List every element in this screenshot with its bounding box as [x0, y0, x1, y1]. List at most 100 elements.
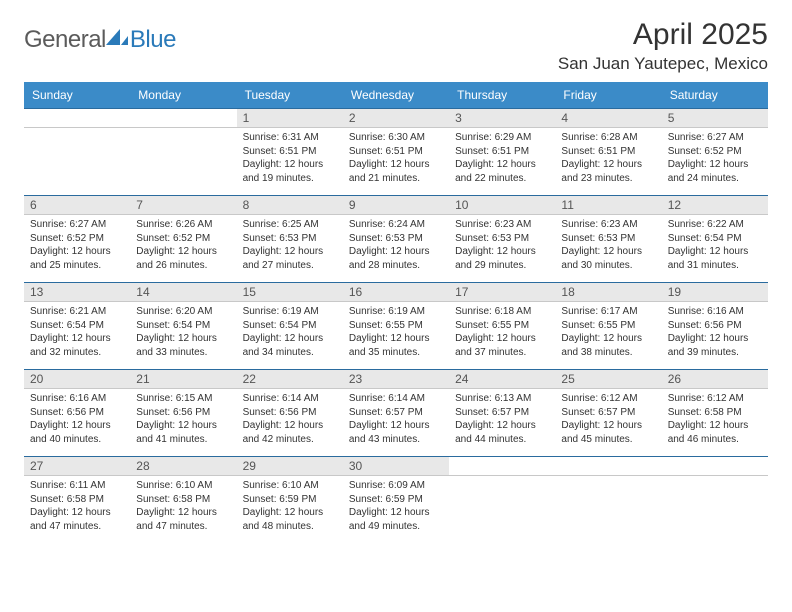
daylight1-text: Daylight: 12 hours: [455, 158, 549, 172]
col-friday: Friday: [555, 82, 661, 109]
daylight1-text: Daylight: 12 hours: [243, 245, 337, 259]
day-number: 17: [455, 285, 468, 299]
day-number-cell: [555, 457, 661, 476]
day-content-cell: Sunrise: 6:12 AMSunset: 6:57 PMDaylight:…: [555, 389, 661, 457]
sunrise-text: Sunrise: 6:16 AM: [668, 305, 762, 319]
daylight2-text: and 37 minutes.: [455, 346, 549, 360]
day-number-cell: 10: [449, 196, 555, 215]
day-content-cell: Sunrise: 6:27 AMSunset: 6:52 PMDaylight:…: [662, 128, 768, 196]
daylight1-text: Daylight: 12 hours: [136, 332, 230, 346]
day-number: 11: [561, 198, 573, 212]
sunrise-text: Sunrise: 6:21 AM: [30, 305, 124, 319]
day-number-cell: 19: [662, 283, 768, 302]
day-number-cell: 26: [662, 370, 768, 389]
day-content-cell: Sunrise: 6:23 AMSunset: 6:53 PMDaylight:…: [555, 215, 661, 283]
daylight2-text: and 27 minutes.: [243, 259, 337, 273]
day-number: 5: [668, 111, 675, 125]
sunset-text: Sunset: 6:53 PM: [455, 232, 549, 246]
month-title: April 2025: [558, 18, 768, 52]
day-number-cell: 9: [343, 196, 449, 215]
day-content-cell: Sunrise: 6:18 AMSunset: 6:55 PMDaylight:…: [449, 302, 555, 370]
sunset-text: Sunset: 6:57 PM: [561, 406, 655, 420]
day-content-cell: Sunrise: 6:16 AMSunset: 6:56 PMDaylight:…: [662, 302, 768, 370]
daylight2-text: and 38 minutes.: [561, 346, 655, 360]
page-header: General Blue April 2025 San Juan Yautepe…: [24, 18, 768, 74]
sunrise-text: Sunrise: 6:14 AM: [349, 392, 443, 406]
day-number-cell: 17: [449, 283, 555, 302]
col-saturday: Saturday: [662, 82, 768, 109]
week-content-row: Sunrise: 6:27 AMSunset: 6:52 PMDaylight:…: [24, 215, 768, 283]
day-number-cell: 8: [237, 196, 343, 215]
day-content-cell: Sunrise: 6:10 AMSunset: 6:59 PMDaylight:…: [237, 476, 343, 544]
daylight1-text: Daylight: 12 hours: [243, 419, 337, 433]
day-content-cell: Sunrise: 6:13 AMSunset: 6:57 PMDaylight:…: [449, 389, 555, 457]
day-number: 29: [243, 459, 256, 473]
daylight1-text: Daylight: 12 hours: [30, 332, 124, 346]
sunset-text: Sunset: 6:51 PM: [455, 145, 549, 159]
day-content-cell: [130, 128, 236, 196]
week-numbers-row: 13141516171819: [24, 283, 768, 302]
title-block: April 2025 San Juan Yautepec, Mexico: [558, 18, 768, 74]
day-number-cell: [449, 457, 555, 476]
day-number-cell: 27: [24, 457, 130, 476]
week-content-row: Sunrise: 6:21 AMSunset: 6:54 PMDaylight:…: [24, 302, 768, 370]
day-content-cell: Sunrise: 6:19 AMSunset: 6:55 PMDaylight:…: [343, 302, 449, 370]
day-number-cell: 2: [343, 109, 449, 128]
daylight1-text: Daylight: 12 hours: [668, 419, 762, 433]
day-number: 13: [30, 285, 43, 299]
day-number: 1: [243, 111, 250, 125]
day-number-cell: 12: [662, 196, 768, 215]
sunset-text: Sunset: 6:58 PM: [30, 493, 124, 507]
weekday-header-row: Sunday Monday Tuesday Wednesday Thursday…: [24, 82, 768, 109]
daylight2-text: and 46 minutes.: [668, 433, 762, 447]
sunrise-text: Sunrise: 6:24 AM: [349, 218, 443, 232]
daylight2-text: and 47 minutes.: [136, 520, 230, 534]
daylight1-text: Daylight: 12 hours: [561, 419, 655, 433]
sunset-text: Sunset: 6:56 PM: [243, 406, 337, 420]
day-number: 19: [668, 285, 681, 299]
day-content-cell: Sunrise: 6:26 AMSunset: 6:52 PMDaylight:…: [130, 215, 236, 283]
sunset-text: Sunset: 6:55 PM: [455, 319, 549, 333]
daylight1-text: Daylight: 12 hours: [30, 419, 124, 433]
day-number-cell: 25: [555, 370, 661, 389]
day-number: 24: [455, 372, 468, 386]
day-number: 14: [136, 285, 149, 299]
daylight1-text: Daylight: 12 hours: [668, 245, 762, 259]
day-number: 2: [349, 111, 356, 125]
daylight2-text: and 19 minutes.: [243, 172, 337, 186]
daylight2-text: and 44 minutes.: [455, 433, 549, 447]
sunset-text: Sunset: 6:52 PM: [30, 232, 124, 246]
daylight2-text: and 32 minutes.: [30, 346, 124, 360]
day-content-cell: Sunrise: 6:25 AMSunset: 6:53 PMDaylight:…: [237, 215, 343, 283]
day-content-cell: Sunrise: 6:16 AMSunset: 6:56 PMDaylight:…: [24, 389, 130, 457]
day-content-cell: Sunrise: 6:29 AMSunset: 6:51 PMDaylight:…: [449, 128, 555, 196]
day-content-cell: Sunrise: 6:27 AMSunset: 6:52 PMDaylight:…: [24, 215, 130, 283]
day-content-cell: Sunrise: 6:15 AMSunset: 6:56 PMDaylight:…: [130, 389, 236, 457]
day-number-cell: 3: [449, 109, 555, 128]
daylight2-text: and 26 minutes.: [136, 259, 230, 273]
sunrise-text: Sunrise: 6:28 AM: [561, 131, 655, 145]
daylight1-text: Daylight: 12 hours: [455, 245, 549, 259]
day-number-cell: 18: [555, 283, 661, 302]
logo-text-1: General: [24, 26, 106, 54]
sunset-text: Sunset: 6:51 PM: [349, 145, 443, 159]
day-number: 12: [668, 198, 681, 212]
daylight2-text: and 24 minutes.: [668, 172, 762, 186]
sunrise-text: Sunrise: 6:13 AM: [455, 392, 549, 406]
daylight2-text: and 40 minutes.: [30, 433, 124, 447]
day-number-cell: [662, 457, 768, 476]
sunrise-text: Sunrise: 6:20 AM: [136, 305, 230, 319]
daylight2-text: and 34 minutes.: [243, 346, 337, 360]
daylight2-text: and 31 minutes.: [668, 259, 762, 273]
daylight1-text: Daylight: 12 hours: [561, 158, 655, 172]
day-number: 23: [349, 372, 362, 386]
sunset-text: Sunset: 6:58 PM: [668, 406, 762, 420]
week-numbers-row: 20212223242526: [24, 370, 768, 389]
daylight2-text: and 33 minutes.: [136, 346, 230, 360]
day-number-cell: 6: [24, 196, 130, 215]
day-number: 3: [455, 111, 462, 125]
day-content-cell: [449, 476, 555, 544]
daylight2-text: and 35 minutes.: [349, 346, 443, 360]
location: San Juan Yautepec, Mexico: [558, 54, 768, 74]
logo-sail-icon: [106, 29, 128, 45]
